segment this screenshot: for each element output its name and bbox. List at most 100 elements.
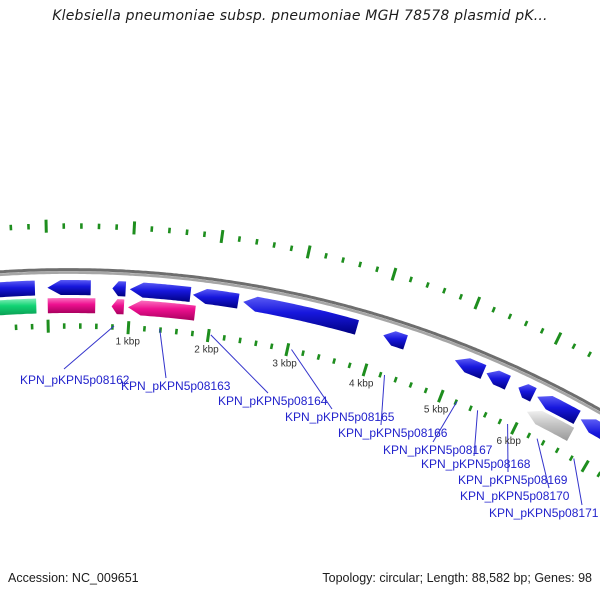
inner-minor-ruler-tick (174, 328, 178, 335)
inner-minor-ruler-tick (222, 335, 226, 341)
outer-major-ruler-tick (553, 331, 563, 345)
gene-arrow-magenta[interactable] (47, 298, 96, 314)
outer-minor-ruler-tick (442, 287, 447, 294)
gene-label[interactable]: KPN_pKPN5p08162 (20, 373, 130, 387)
inner-major-ruler-tick (126, 321, 131, 335)
inner-minor-ruler-tick (142, 325, 146, 332)
inner-minor-ruler-tick (238, 337, 242, 344)
outer-major-ruler-tick (219, 229, 225, 244)
gene-arrow-blue[interactable] (383, 331, 408, 350)
outer-minor-ruler-tick (587, 351, 592, 358)
inner-minor-ruler-tick (393, 376, 398, 383)
inner-minor-ruler-tick (554, 447, 560, 454)
outer-minor-ruler-tick (523, 320, 529, 327)
outer-minor-ruler-tick (324, 252, 328, 259)
inner-major-ruler-tick (437, 389, 445, 403)
label-leader-line (63, 325, 115, 370)
gene-arrow-blue[interactable] (243, 296, 359, 335)
outer-minor-ruler-tick (491, 306, 496, 313)
label-leader-line (210, 334, 269, 394)
ruler-kbp-label: 2 kbp (194, 344, 219, 355)
outer-minor-ruler-tick (539, 327, 545, 334)
inner-minor-ruler-tick (269, 343, 274, 350)
inner-major-ruler-tick (284, 342, 291, 357)
accession-text: Accession: NC_009651 (8, 571, 139, 585)
label-leader-line (573, 458, 583, 506)
gene-arrow-magenta[interactable] (128, 300, 196, 321)
outer-minor-ruler-tick (185, 229, 189, 236)
ruler-tick-rings (9, 219, 600, 478)
gene-arrow-blue[interactable] (0, 280, 36, 298)
outer-minor-ruler-tick (202, 231, 207, 238)
outer-major-ruler-tick (473, 296, 482, 310)
label-leader-line (536, 438, 550, 489)
inner-major-ruler-tick (580, 459, 590, 473)
gene-label[interactable]: KPN_pKPN5p08167 (383, 443, 493, 457)
inner-minor-ruler-tick (468, 405, 473, 412)
ruler-labels: 1 kbp 2 kbp 3 kbp 4 kbp 5 kbp 6 kbp (115, 337, 521, 447)
inner-minor-ruler-tick (301, 350, 305, 357)
gene-label[interactable]: KPN_pKPN5p08164 (218, 394, 328, 408)
outer-minor-ruler-tick (255, 238, 259, 245)
gene-arrow-magenta[interactable] (111, 299, 125, 315)
gene-arrow-blue[interactable] (518, 384, 537, 402)
gene-label[interactable]: KPN_pKPN5p08171 (489, 506, 599, 520)
label-leader-line (159, 328, 167, 379)
gene-label[interactable]: KPN_pKPN5p08163 (121, 379, 231, 393)
inner-minor-ruler-tick (190, 330, 194, 337)
ruler-kbp-label: 1 kbp (115, 337, 140, 348)
ruler-kbp-label: 6 kbp (496, 436, 521, 447)
gene-arrow-blue[interactable] (486, 370, 511, 390)
outer-minor-ruler-tick (375, 266, 380, 273)
gene-arrow-blue[interactable] (454, 358, 487, 379)
inner-minor-ruler-tick (568, 455, 574, 462)
ruler-kbp-label: 5 kbp (424, 404, 449, 415)
outer-minor-ruler-tick (341, 257, 345, 264)
gene-feature-rings (0, 280, 600, 452)
gene-arrow-blue[interactable] (580, 419, 600, 452)
outer-major-ruler-tick (132, 221, 137, 235)
inner-minor-ruler-tick (540, 439, 546, 446)
gene-arrow-gray[interactable] (527, 410, 575, 441)
inner-minor-ruler-tick (347, 362, 352, 369)
gene-label[interactable]: KPN_pKPN5p08166 (338, 426, 448, 440)
label-leader-line (380, 374, 385, 426)
inner-minor-ruler-tick (316, 353, 321, 361)
inner-minor-ruler-tick (526, 432, 532, 439)
inner-minor-ruler-tick (378, 371, 383, 378)
outer-minor-ruler-tick (167, 227, 171, 234)
backbone-arc (0, 268, 600, 412)
outer-major-ruler-tick (390, 267, 398, 281)
inner-minor-ruler-tick (423, 387, 429, 394)
ruler-kbp-label: 3 kbp (272, 358, 297, 369)
gene-arrow-blue[interactable] (129, 282, 192, 302)
ruler-kbp-label: 4 kbp (349, 378, 374, 389)
inner-major-ruler-tick (361, 363, 369, 377)
gene-label[interactable]: KPN_pKPN5p08168 (421, 457, 531, 471)
gene-label[interactable]: KPN_pKPN5p08170 (460, 489, 570, 503)
label-leader-line (291, 349, 333, 410)
outer-minor-ruler-tick (289, 245, 294, 252)
inner-major-ruler-tick (510, 421, 519, 435)
outer-minor-ruler-tick (408, 276, 413, 283)
inner-minor-ruler-tick (482, 411, 488, 418)
backbone-arc (0, 271, 600, 415)
gene-arrow-blue[interactable] (537, 396, 581, 424)
outer-minor-ruler-tick (507, 313, 513, 320)
topology-summary-text: Topology: circular; Length: 88,582 bp; G… (322, 571, 592, 585)
inner-minor-ruler-tick (408, 381, 413, 388)
gene-labels: KPN_pKPN5p08162KPN_pKPN5p08163KPN_pKPN5p… (20, 373, 599, 520)
gene-label[interactable]: KPN_pKPN5p08169 (458, 473, 568, 487)
outer-minor-ruler-tick (458, 293, 464, 300)
inner-minor-ruler-tick (332, 358, 337, 365)
outer-minor-ruler-tick (237, 236, 242, 242)
gene-label[interactable]: KPN_pKPN5p08165 (285, 410, 395, 424)
gene-arrow-blue[interactable] (192, 289, 240, 309)
outer-minor-ruler-tick (425, 281, 430, 289)
gene-arrow-blue[interactable] (112, 281, 127, 297)
gene-arrow-blue[interactable] (47, 280, 91, 296)
gene-arrow-green[interactable] (0, 298, 37, 316)
outer-minor-ruler-tick (571, 343, 577, 350)
